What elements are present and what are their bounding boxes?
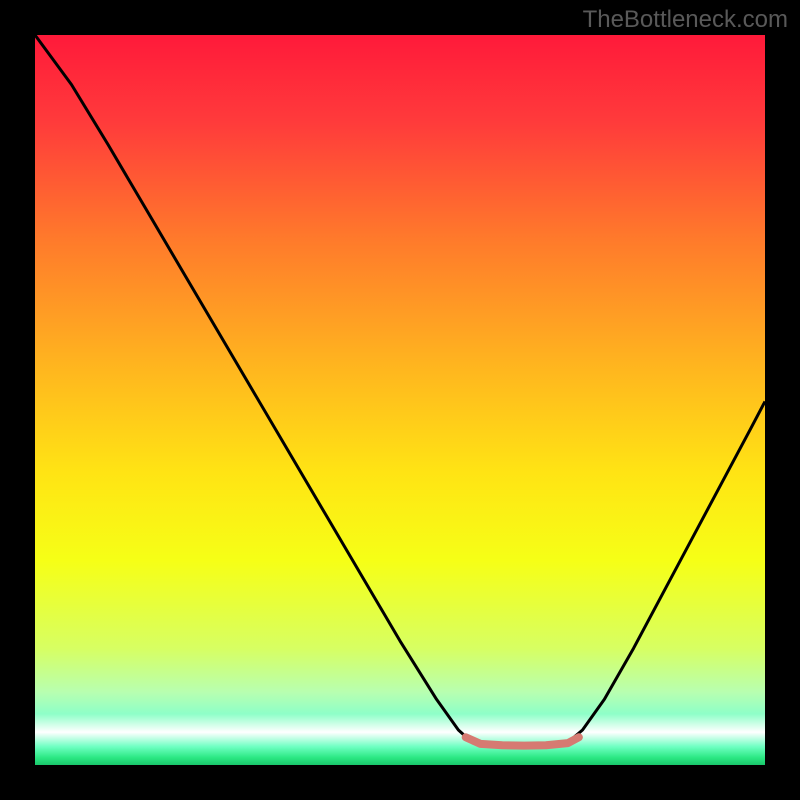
watermark-text: TheBottleneck.com xyxy=(583,6,788,34)
plot-svg xyxy=(35,35,765,765)
plot-area xyxy=(35,35,765,765)
chart-canvas: TheBottleneck.com xyxy=(0,0,800,800)
plot-background xyxy=(35,35,765,765)
